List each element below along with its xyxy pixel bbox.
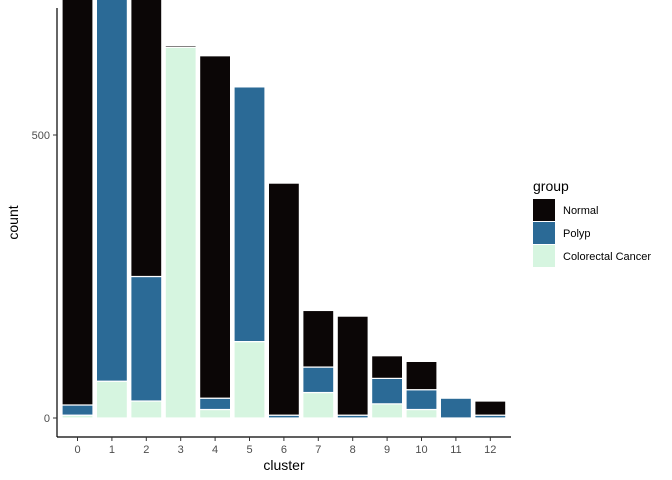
bar-polyp-cluster-2: [130, 275, 163, 402]
bar-colorectal-cancer-cluster-7: [302, 391, 335, 419]
x-tick-label-12: 12: [484, 444, 496, 456]
legend-key-colorectal-cancer: [533, 245, 555, 267]
x-tick-label-11: 11: [450, 444, 461, 456]
bar-polyp-cluster-11: [439, 397, 472, 419]
bar-normal-cluster-8: [336, 315, 369, 416]
legend-label-normal: Normal: [563, 205, 598, 217]
bar-normal-cluster-2: [130, 0, 163, 278]
x-tick-label-3: 3: [178, 444, 184, 456]
legend-label-colorectal-cancer: Colorectal Cancer: [563, 251, 651, 263]
x-tick-label-8: 8: [350, 444, 356, 456]
x-tick-label-5: 5: [246, 444, 252, 456]
legend-label-polyp: Polyp: [563, 228, 591, 240]
x-tick-label-4: 4: [212, 444, 218, 456]
bar-normal-cluster-4: [199, 55, 232, 399]
legend-title: group: [533, 178, 569, 194]
bar-colorectal-cancer-cluster-4: [199, 408, 232, 419]
legend-key-normal: [533, 199, 555, 221]
bar-polyp-cluster-0: [61, 404, 94, 416]
x-tick-label-6: 6: [281, 444, 287, 456]
bar-normal-cluster-12: [474, 400, 507, 416]
bar-colorectal-cancer-cluster-2: [130, 400, 163, 419]
bar-polyp-cluster-7: [302, 366, 335, 394]
bar-colorectal-cancer-cluster-1: [95, 380, 129, 419]
x-axis-title: cluster: [263, 457, 305, 473]
x-tick-label-2: 2: [143, 444, 149, 456]
bar-normal-cluster-7: [302, 309, 335, 368]
bars-layer: [61, 0, 507, 419]
bar-colorectal-cancer-cluster-10: [405, 408, 438, 419]
bar-normal-cluster-10: [405, 360, 438, 391]
bar-polyp-cluster-4: [199, 397, 232, 411]
legend-items: Normal Polyp Colorectal Cancer: [533, 199, 651, 267]
bar-normal-cluster-0: [61, 0, 94, 406]
y-tick-label-0: 0: [44, 413, 50, 425]
bar-colorectal-cancer-cluster-5: [233, 340, 266, 419]
bar-colorectal-cancer-cluster-3: [164, 46, 197, 419]
y-tick-label-500: 500: [32, 130, 50, 142]
x-tick-label-10: 10: [415, 444, 427, 456]
bar-normal-cluster-3: [164, 44, 197, 48]
x-tick-label-7: 7: [315, 444, 321, 456]
bar-normal-cluster-9: [371, 355, 404, 379]
x-tick-label-0: 0: [74, 444, 80, 456]
y-axis-title: count: [5, 205, 21, 239]
x-tick-label-9: 9: [384, 444, 390, 456]
x-ticks: 0 1 2 3 4 5 6 7 8 9 10 11 12: [74, 437, 496, 456]
bar-polyp-cluster-5: [233, 86, 266, 343]
bar-polyp-cluster-10: [405, 389, 438, 411]
bar-colorectal-cancer-cluster-9: [371, 403, 404, 419]
legend-key-polyp: [533, 222, 555, 244]
bar-normal-cluster-6: [267, 182, 300, 416]
bar-polyp-cluster-9: [371, 377, 404, 405]
x-tick-label-1: 1: [109, 444, 115, 456]
y-ticks: 05001000: [32, 130, 57, 425]
bar-polyp-cluster-1: [95, 0, 129, 382]
legend: group Normal Polyp Colorectal Cancer: [533, 178, 651, 267]
